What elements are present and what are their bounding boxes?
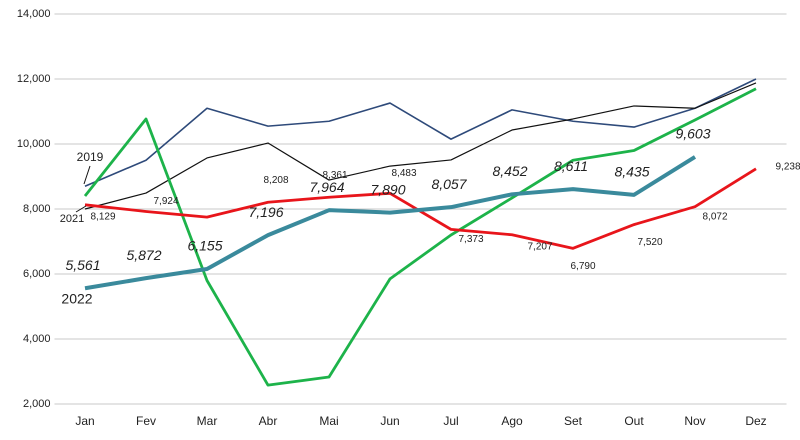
data-label: 8,452 xyxy=(492,163,527,179)
series-line xyxy=(84,155,697,291)
data-label: 6,790 xyxy=(570,261,595,272)
series-label: 2022 xyxy=(61,291,92,307)
data-label: 8,057 xyxy=(431,176,467,192)
label-pointer xyxy=(75,205,87,213)
data-label: 8,611 xyxy=(554,158,588,174)
x-tick-label: Dez xyxy=(745,414,766,428)
series-line xyxy=(84,78,757,187)
series-label: 2019 xyxy=(77,150,104,164)
data-label: 5,561 xyxy=(65,257,100,273)
x-tick-label: Mar xyxy=(197,414,218,428)
data-label: 7,890 xyxy=(370,181,405,197)
y-tick-label: 14,000 xyxy=(17,8,51,20)
y-tick-label: 8,000 xyxy=(23,203,51,215)
y-tick-label: 12,000 xyxy=(17,73,51,85)
x-tick-label: Jul xyxy=(443,414,458,428)
data-label: 8,435 xyxy=(614,164,649,180)
label-pointer xyxy=(83,165,91,185)
x-tick-label: Ago xyxy=(501,414,523,428)
x-tick-label: Fev xyxy=(136,414,156,428)
data-label: 5,872 xyxy=(126,247,161,263)
data-label: 8,483 xyxy=(391,168,416,179)
data-label: 7,207 xyxy=(527,241,552,252)
data-label: 7,924 xyxy=(153,196,178,207)
y-tick-label: 4,000 xyxy=(23,333,51,345)
x-tick-label: Set xyxy=(564,414,583,428)
data-label: 7,520 xyxy=(637,237,662,248)
y-tick-label: 10,000 xyxy=(17,138,51,150)
series-label: 2021 xyxy=(60,213,84,225)
series-line xyxy=(83,87,757,387)
x-tick-label: Out xyxy=(624,414,644,428)
x-tick-label: Mai xyxy=(319,414,338,428)
data-label: 7,373 xyxy=(458,234,483,245)
data-label: 8,208 xyxy=(263,175,288,186)
data-label: 6,155 xyxy=(187,238,222,254)
data-label: 7,196 xyxy=(248,204,283,220)
x-tick-label: Nov xyxy=(684,414,705,428)
x-tick-label: Jan xyxy=(75,414,94,428)
data-label: 9,603 xyxy=(675,126,710,142)
x-tick-label: Jun xyxy=(380,414,399,428)
data-label: 8,072 xyxy=(702,211,727,222)
data-label: 8,361 xyxy=(322,170,347,181)
data-label: 9,238 xyxy=(775,161,800,172)
data-label: 8,129 xyxy=(90,211,115,222)
y-tick-label: 2,000 xyxy=(23,398,51,410)
x-tick-label: Abr xyxy=(259,414,278,428)
y-tick-label: 6,000 xyxy=(23,268,51,280)
series-line xyxy=(84,82,757,210)
data-label: 7,964 xyxy=(309,179,344,195)
